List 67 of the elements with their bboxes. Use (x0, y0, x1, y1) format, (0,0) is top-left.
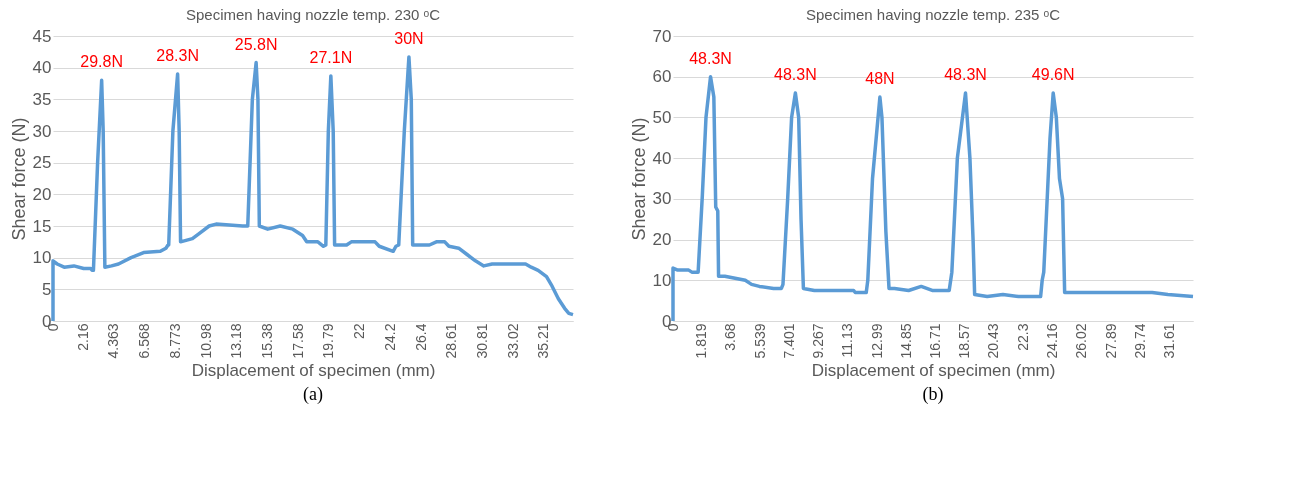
y-tick-label: 25 (32, 153, 52, 173)
annotation: 48.3N (774, 66, 817, 83)
x-tick-label: 20.43 (985, 323, 1002, 359)
x-tick-label: 28.61 (443, 323, 460, 359)
x-tick-label: 3.68 (722, 323, 739, 351)
x-axis-title: Displacement of specimen (mm) (811, 360, 1056, 380)
x-tick-label: 22 (351, 323, 368, 340)
annotation: 48.3N (689, 49, 732, 67)
y-tick-label: 35 (32, 89, 52, 109)
x-tick-label: 4.363 (105, 323, 122, 359)
x-tick-label: 6.568 (136, 323, 153, 359)
y-tick-label: 40 (32, 58, 52, 78)
x-tick-label: 8.773 (166, 323, 183, 359)
x-tick-label: 9.267 (810, 323, 827, 359)
x-tick-label: 2.16 (74, 323, 91, 351)
x-tick-label: 17.58 (289, 323, 306, 359)
y-tick-label: 10 (652, 270, 672, 290)
x-tick-label: 26.02 (1073, 323, 1090, 359)
annotation: 28.3N (156, 47, 199, 64)
x-tick-label: 31.61 (1161, 323, 1178, 359)
x-tick-label: 7.401 (780, 323, 797, 359)
annotation: 48N (865, 70, 895, 88)
annotation: 29.8N (80, 53, 124, 71)
y-tick-label: 10 (32, 248, 52, 268)
text: (a) (303, 384, 323, 405)
x-tick-label: 30.81 (474, 323, 491, 359)
chart-title: Specimen having nozzle temp. 235 ᵒC (805, 6, 1061, 23)
x-tick-label: 27.89 (1102, 323, 1119, 359)
x-tick-label: 19.79 (320, 323, 337, 359)
x-tick-label: 1.819 (693, 323, 710, 359)
y-tick-label: 40 (652, 148, 672, 168)
y-tick-label: 20 (32, 184, 52, 204)
annotation: 27.1N (309, 48, 353, 66)
x-tick-label: 26.4 (412, 323, 429, 351)
x-tick-label: 29.74 (1131, 323, 1148, 359)
x-tick-label: 15.38 (258, 323, 275, 359)
x-tick-label: 12.99 (868, 323, 885, 359)
y-axis-title: Shear force (N) (8, 117, 29, 241)
y-tick-label: 45 (32, 26, 52, 46)
annotation: 25.8N (234, 35, 278, 53)
y-tick-label: 30 (32, 121, 52, 141)
x-tick-label: 14.85 (897, 323, 914, 359)
x-tick-label: 16.71 (927, 323, 944, 359)
annotation: 49.6N (1031, 66, 1075, 83)
annotation: 30N (394, 29, 424, 47)
y-tick-label: 30 (652, 189, 672, 209)
x-tick-label: 33.02 (504, 323, 521, 359)
y-tick-label: 5 (42, 279, 52, 299)
y-tick-label: 50 (652, 107, 672, 127)
x-tick-label: 35.21 (535, 323, 552, 359)
x-tick-label: 10.98 (197, 323, 214, 359)
x-tick-label: 5.539 (751, 323, 768, 359)
x-axis-title: Displacement of specimen (mm) (191, 360, 436, 380)
y-tick-label: 15 (32, 216, 52, 236)
y-tick-label: 70 (652, 26, 672, 46)
x-tick-label: 11.13 (839, 323, 856, 358)
y-axis-title: Shear force (N) (628, 117, 649, 241)
x-tick-label: 18.57 (956, 323, 973, 359)
y-tick-label: 60 (652, 67, 672, 87)
x-tick-label: 24.2 (381, 323, 398, 351)
chart-title: Specimen having nozzle temp. 230 ᵒC (185, 6, 441, 23)
x-tick-label: 24.16 (1044, 323, 1061, 359)
x-tick-label: 22.3 (1014, 323, 1031, 351)
y-tick-label: 20 (652, 230, 672, 250)
annotation: 48.3N (944, 66, 987, 83)
text: (b) (922, 384, 944, 405)
x-tick-label: 13.18 (228, 323, 245, 359)
